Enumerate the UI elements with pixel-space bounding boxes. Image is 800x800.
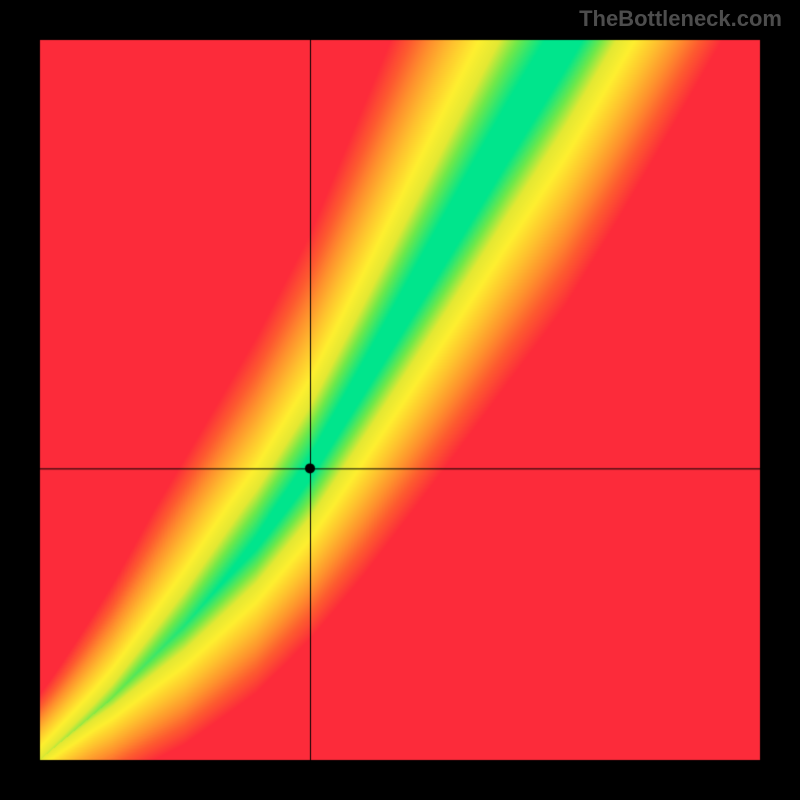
bottleneck-heatmap [0, 0, 800, 800]
chart-container: TheBottleneck.com [0, 0, 800, 800]
watermark-text: TheBottleneck.com [579, 6, 782, 32]
